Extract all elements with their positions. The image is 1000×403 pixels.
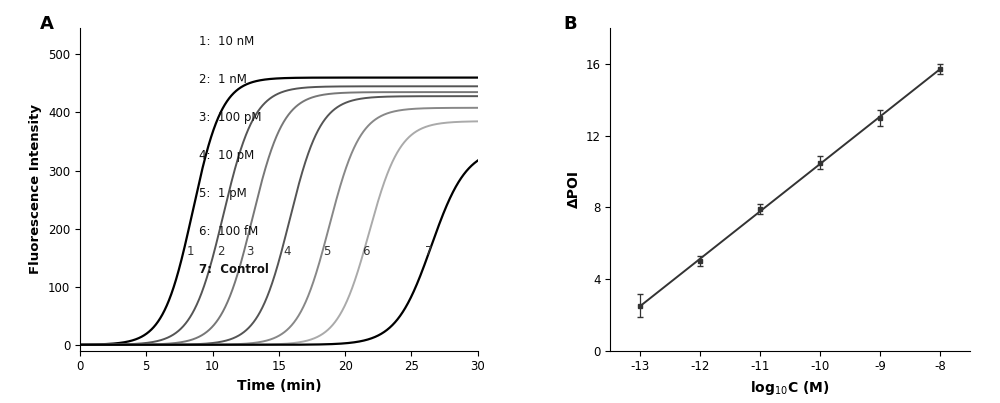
Text: 2:  1 nM: 2: 1 nM xyxy=(199,73,247,86)
Text: 1: 1 xyxy=(186,245,194,258)
Text: 3:  100 pM: 3: 100 pM xyxy=(199,111,262,124)
Y-axis label: Fluorescence Intensity: Fluorescence Intensity xyxy=(29,104,42,274)
Text: 3: 3 xyxy=(246,245,253,258)
Text: A: A xyxy=(40,15,54,33)
Text: 2: 2 xyxy=(217,245,224,258)
Text: 4: 4 xyxy=(283,245,291,258)
X-axis label: Time (min): Time (min) xyxy=(237,379,321,393)
Text: 5: 5 xyxy=(323,245,330,258)
Text: 6:  100 fM: 6: 100 fM xyxy=(199,225,259,238)
Text: B: B xyxy=(563,15,577,33)
Text: 7:  Control: 7: Control xyxy=(199,263,269,276)
Text: 1:  10 nM: 1: 10 nM xyxy=(199,35,255,48)
Text: 4:  10 pM: 4: 10 pM xyxy=(199,149,255,162)
Text: 5:  1 pM: 5: 1 pM xyxy=(199,187,247,200)
Text: 6: 6 xyxy=(363,245,370,258)
X-axis label: log$_{10}$C (M): log$_{10}$C (M) xyxy=(750,379,830,397)
Y-axis label: ΔPOI: ΔPOI xyxy=(567,170,581,208)
Text: 7: 7 xyxy=(425,245,432,258)
